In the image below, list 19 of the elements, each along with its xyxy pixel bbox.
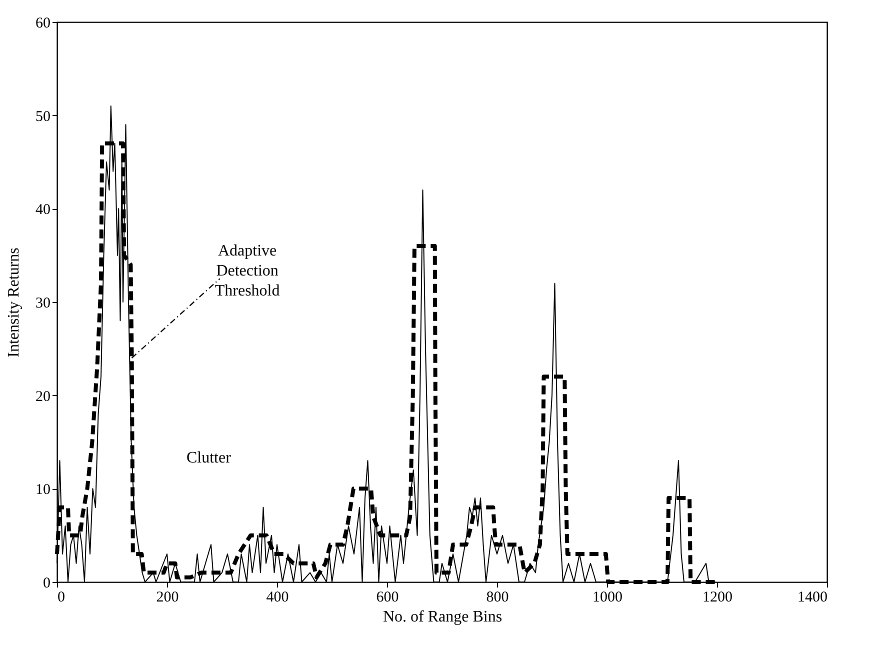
annotation: Clutter (186, 450, 232, 467)
x-tick-label: 200 (156, 590, 179, 606)
y-tick-label: 50 (36, 108, 50, 125)
y-tick-label: 20 (36, 388, 50, 405)
x-tick-label: 600 (376, 590, 399, 606)
y-axis-title: Intensity Returns (6, 248, 22, 358)
x-tick-label: 800 (486, 590, 509, 606)
y-tick-label: 60 (36, 16, 50, 32)
annotation: Adaptive Detection Threshold (214, 242, 280, 300)
x-tick-label: 1200 (702, 590, 732, 606)
y-tick-label: 10 (36, 482, 50, 498)
y-tick-label: 30 (36, 296, 50, 312)
x-tick-label: 1000 (592, 590, 622, 606)
y-tick-label: 40 (36, 202, 50, 218)
x-tick-label: 400 (266, 590, 289, 606)
x-axis-title: No. of Range Bins (382, 608, 502, 626)
x-tick-label: 0 (58, 590, 65, 606)
x-tick-label: 1400 (798, 590, 828, 606)
y-tick-label: 0 (43, 576, 50, 592)
